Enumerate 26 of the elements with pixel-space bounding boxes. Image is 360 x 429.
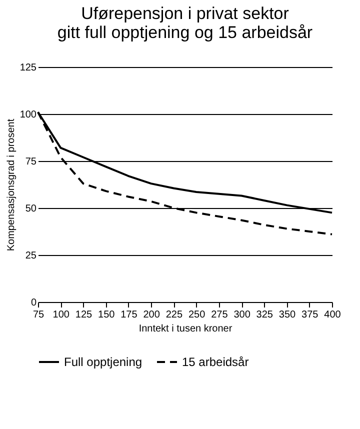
y-tick-label: 125	[20, 62, 37, 74]
x-tick-label: 100	[52, 310, 70, 320]
x-tick-label: 175	[120, 310, 138, 320]
y-tick-label: 75	[25, 156, 37, 168]
x-tick-label: 75	[32, 310, 44, 320]
legend-label: 15 arbeidsår	[182, 355, 249, 369]
x-tick-label: 350	[278, 310, 296, 320]
y-tick-label: 50	[25, 204, 37, 214]
x-tick-label: 150	[98, 310, 116, 320]
x-tick-label: 275	[211, 310, 228, 320]
text: gitt full opptjening og 15 arbeidsår	[57, 23, 313, 42]
x-tick-label: 250	[188, 310, 206, 320]
x-tick-label: 300	[234, 310, 251, 320]
x-tick-label: 225	[166, 310, 183, 320]
y-tick-label: 0	[30, 298, 37, 308]
x-tick-label: 400	[324, 310, 342, 320]
x-tick-label: 375	[302, 310, 319, 320]
y-tick-label: 25	[25, 250, 37, 262]
y-axis-title: Kompensasjonsgrad i prosent	[6, 118, 17, 252]
legend-label: Full opptjening	[64, 355, 142, 369]
x-tick-label: 325	[256, 310, 274, 320]
x-tick-label: 200	[143, 310, 160, 320]
y-tick-label: 100	[20, 110, 37, 120]
x-tick-label: 125	[75, 310, 93, 320]
text: Uførepensjon i privat sektor	[81, 4, 289, 23]
x-axis-title: Inntekt i tusen kroner	[138, 324, 233, 334]
